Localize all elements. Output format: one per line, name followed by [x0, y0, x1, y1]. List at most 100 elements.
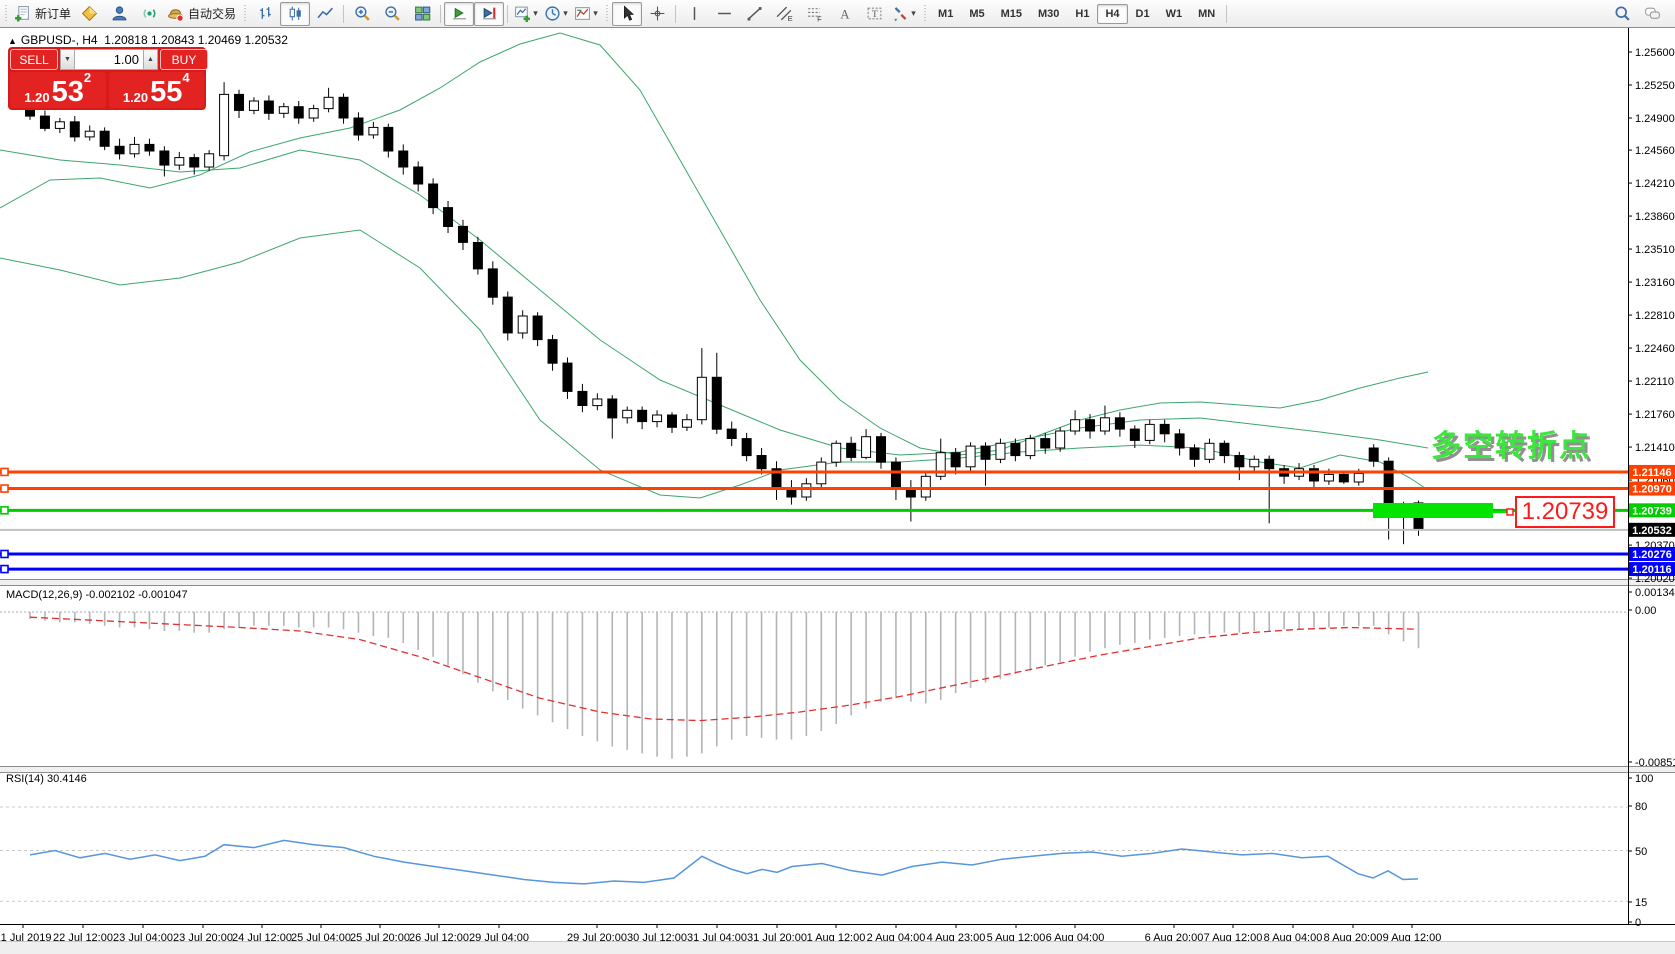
callout-anchor-handle[interactable]	[1506, 508, 1514, 516]
metaeditor-button[interactable]	[74, 2, 104, 26]
price-tick-label: 1.21410	[1635, 442, 1675, 454]
timeframe-h1[interactable]: H1	[1075, 7, 1090, 20]
price-tick-label: 1.20020	[1635, 573, 1675, 585]
templates-icon	[575, 7, 591, 20]
toolbar-grip[interactable]	[604, 4, 610, 23]
tile-windows-button[interactable]	[407, 2, 437, 26]
metaeditor-icon	[81, 5, 97, 22]
indicators-button[interactable]: ▾	[511, 2, 541, 26]
text-label-button[interactable]: T	[859, 2, 889, 26]
toolbar-grip[interactable]	[922, 4, 928, 23]
search-button[interactable]	[1607, 2, 1637, 26]
timeframe-m15[interactable]: M15	[1000, 7, 1022, 20]
profile-icon	[112, 6, 126, 21]
support-line-green[interactable]	[0, 506, 1628, 515]
zoom-out-button[interactable]	[377, 2, 407, 26]
price-callout-box[interactable]	[1515, 496, 1615, 528]
candlestick-chart-button[interactable]	[280, 1, 311, 26]
timeframe-mn[interactable]: MN	[1198, 7, 1216, 20]
bar-close: 1.20532	[244, 33, 288, 47]
periods-dropdown-caret[interactable]: ▾	[563, 8, 568, 18]
support-line-green-handle[interactable]	[0, 506, 9, 515]
arrows-dropdown-caret[interactable]: ▾	[911, 8, 916, 18]
support-line-blue-1-handle[interactable]	[0, 549, 9, 559]
templates-dropdown-caret[interactable]: ▾	[593, 8, 598, 18]
text-label-icon: T	[867, 7, 881, 20]
timeframe-w1[interactable]: W1	[1165, 7, 1183, 20]
ask-price-quote[interactable]: 1.20 55 4	[108, 70, 204, 108]
auto-scroll-button[interactable]	[444, 1, 475, 26]
volume-decrease-button[interactable]: ▼	[60, 49, 75, 70]
timeframe-m1[interactable]: M1	[938, 7, 954, 20]
chat-button[interactable]	[1637, 2, 1667, 26]
turning-zone-rect[interactable]	[1373, 503, 1493, 518]
trendline-icon	[747, 7, 762, 21]
autotrading-label: 自动交易	[188, 7, 237, 21]
resistance-line-1[interactable]	[0, 467, 1628, 477]
one-click-collapse-toggle[interactable]: ▲	[8, 36, 17, 46]
toolbar-grip[interactable]	[242, 4, 248, 23]
zoom-in-icon	[354, 6, 370, 21]
volume-input[interactable]	[75, 49, 143, 70]
autotrading-button[interactable]: 自动交易	[164, 2, 239, 26]
periods-button[interactable]: ▾	[541, 2, 571, 26]
profile-button[interactable]	[104, 2, 134, 26]
support-line-blue-1[interactable]	[0, 549, 1628, 559]
indicators-dropdown-caret[interactable]: ▾	[533, 8, 538, 18]
arrows-button[interactable]: ▾	[889, 2, 919, 26]
chat-icon	[1644, 7, 1660, 19]
arrows-icon	[894, 7, 907, 22]
bar-chart-button[interactable]	[250, 2, 280, 26]
new-order-button[interactable]: 新订单	[11, 2, 74, 26]
macd-scale-label: -0.00851	[1635, 757, 1675, 769]
support-line-blue-2-handle[interactable]	[0, 564, 9, 574]
buy-button[interactable]: BUY	[160, 49, 208, 70]
periods-clock-icon	[545, 6, 560, 21]
templates-button[interactable]: ▾	[571, 2, 601, 26]
bar-chart-icon	[259, 7, 271, 19]
annotation-shadow: 多空转折点	[1434, 433, 1594, 466]
bid-price-quote[interactable]: 1.20 53 2	[10, 71, 106, 108]
ask-price-pip: 4	[182, 70, 190, 85]
cursor-button[interactable]	[612, 1, 643, 26]
bar-low: 1.20469	[197, 33, 242, 47]
timeframe-d1[interactable]: D1	[1135, 7, 1150, 20]
badge-text: 1.20970	[1632, 484, 1672, 496]
price-tick-label: 1.24900	[1635, 113, 1675, 125]
signals-button[interactable]	[134, 2, 164, 26]
resistance-line-1-handle[interactable]	[0, 467, 9, 477]
toolbar-grip[interactable]	[3, 4, 8, 23]
sell-button[interactable]: SELL	[10, 49, 58, 70]
pane-separator[interactable]	[0, 766, 1675, 773]
ask-price-big: 55	[150, 76, 183, 108]
price-tick-label: 1.22110	[1635, 376, 1674, 388]
price-tick-label: 1.21760	[1635, 409, 1675, 421]
zoom-in-button[interactable]	[347, 2, 377, 26]
rsi-scale-label: 100	[1635, 773, 1653, 785]
vertical-line-button[interactable]	[679, 2, 709, 26]
volume-increase-button[interactable]: ▲	[143, 49, 158, 70]
text-button[interactable]: A	[829, 2, 859, 26]
chart-shift-button[interactable]	[474, 1, 505, 26]
resistance-line-2-handle[interactable]	[0, 484, 9, 493]
fibonacci-button[interactable]: F	[799, 2, 829, 26]
horizontal-line-button[interactable]	[709, 2, 739, 26]
pane-separator[interactable]	[0, 579, 1675, 586]
autotrading-icon	[168, 9, 184, 22]
bar-high: 1.20843	[151, 33, 195, 47]
support-line-blue-2[interactable]	[0, 564, 1628, 574]
chart-shift-icon	[482, 7, 496, 20]
timeframe-h4[interactable]: H4	[1097, 3, 1128, 24]
bottom-strip	[0, 941, 1675, 954]
timeframe-m5[interactable]: M5	[969, 7, 985, 20]
turning-point-annotation[interactable]: 多空转折点	[1431, 430, 1591, 463]
crosshair-button[interactable]	[642, 2, 672, 26]
trendline-button[interactable]	[739, 2, 769, 26]
timeframe-m30[interactable]: M30	[1038, 7, 1060, 20]
equidistant-channel-button[interactable]: E	[769, 2, 799, 26]
price-tick-label: 1.24210	[1635, 178, 1675, 190]
resistance-line-2[interactable]	[0, 484, 1628, 493]
line-chart-button[interactable]	[310, 2, 340, 26]
